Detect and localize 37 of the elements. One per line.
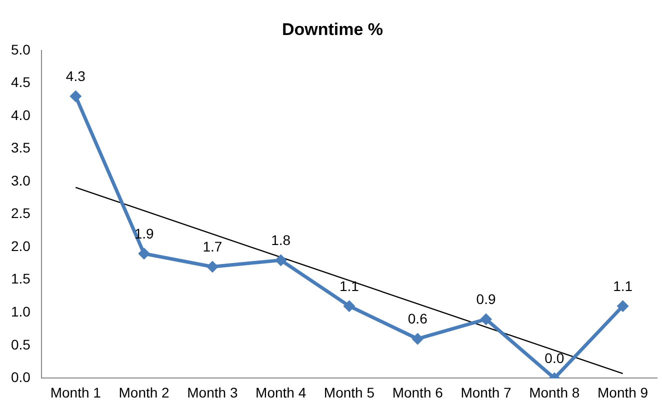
point	[616, 300, 629, 312]
x-tick-label: Month 8	[529, 384, 580, 400]
y-tick-label: 4.0	[10, 106, 31, 123]
x-tick-label: Month 4	[256, 384, 306, 400]
data-label: 0.9	[476, 291, 496, 308]
point	[274, 254, 287, 266]
point	[138, 248, 150, 260]
x-tick-label: Month 7	[460, 384, 512, 400]
data-label: 0.0	[544, 350, 564, 366]
data-label: 1.7	[202, 238, 222, 255]
y-tick-label: 2.5	[10, 205, 31, 222]
x-tick-label: Month 3	[187, 384, 238, 400]
y-tick-label: 3.0	[10, 172, 31, 188]
data-label: 1.1	[613, 278, 633, 294]
data-label: 1.8	[271, 232, 291, 248]
point	[480, 313, 492, 326]
x-tick-label: Month 9	[598, 384, 648, 400]
x-tick-label: Month 2	[118, 384, 170, 400]
y-tick-label: 1.5	[10, 270, 31, 287]
point	[412, 332, 424, 345]
point	[206, 260, 218, 273]
chart-title: Downtime %	[282, 20, 384, 39]
y-tick-label: 2.0	[10, 238, 31, 254]
x-tick-label: Month 1	[50, 384, 102, 400]
y-tick-label: 1.0	[10, 304, 31, 320]
point	[343, 300, 356, 312]
x-tick-label: Month 6	[392, 384, 444, 400]
x-tick-label: Month 5	[324, 384, 375, 400]
data-label: 1.1	[339, 278, 360, 294]
y-tick-label: 0.5	[10, 336, 31, 352]
point	[70, 90, 82, 102]
data-label: 0.6	[408, 310, 428, 327]
y-tick-label: 0.0	[10, 369, 31, 386]
data-label: 4.3	[66, 68, 86, 84]
y-tick-label: 5.0	[10, 41, 31, 58]
y-tick-label: 4.5	[10, 74, 31, 90]
y-tick-label: 3.5	[10, 140, 31, 156]
